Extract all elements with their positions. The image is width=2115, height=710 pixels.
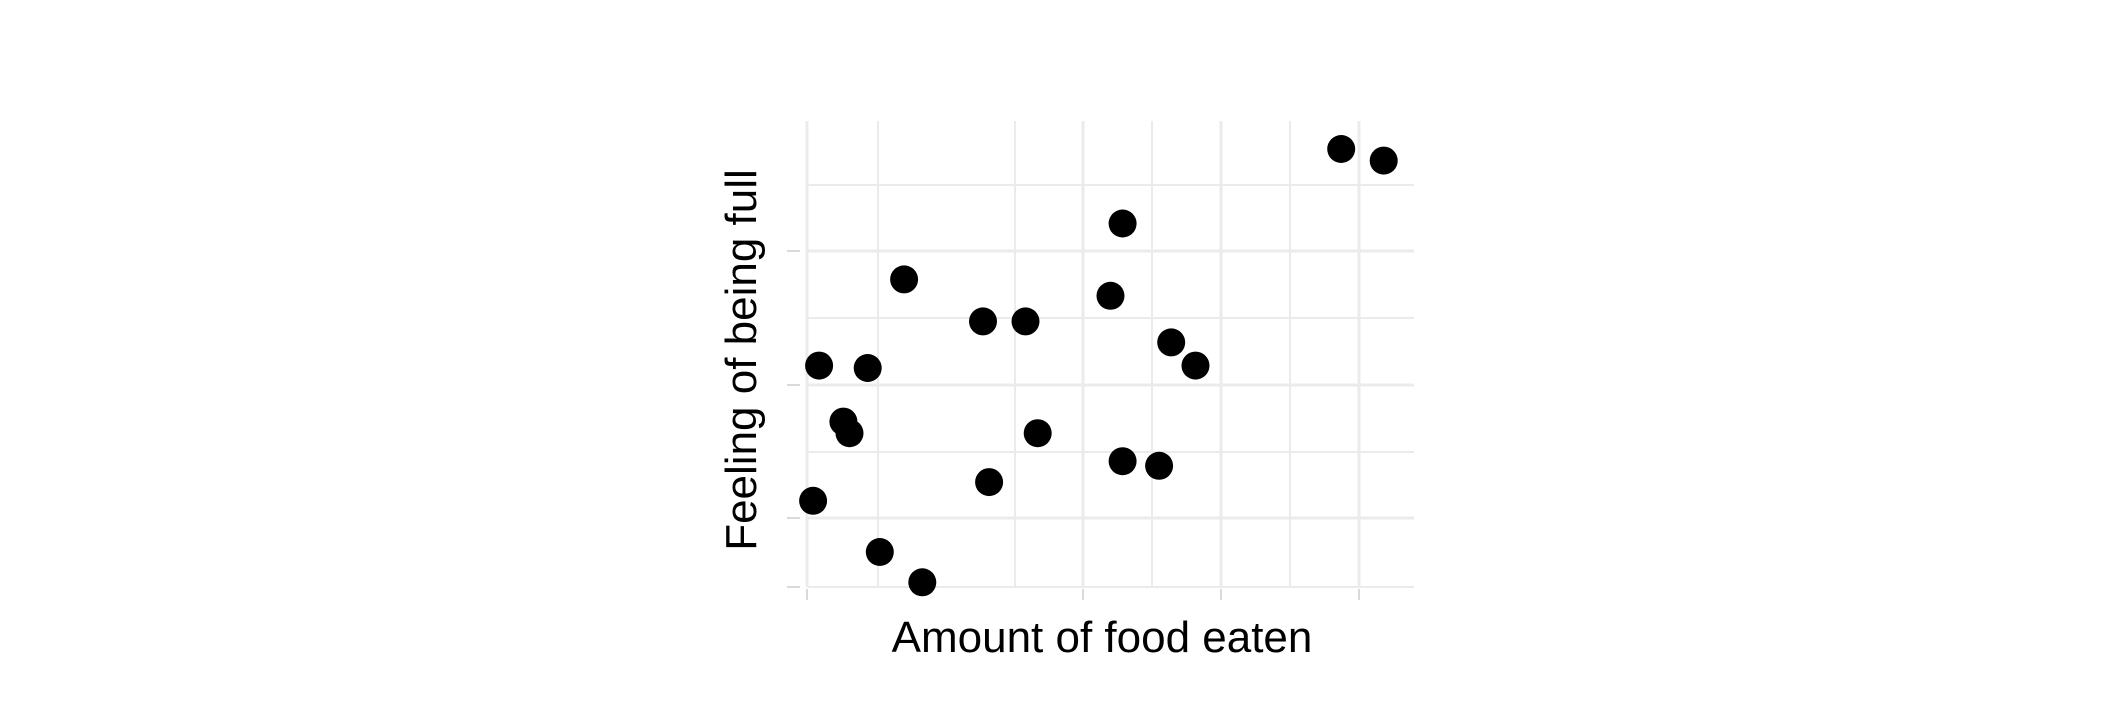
data-point	[975, 468, 1004, 497]
y-axis-label: Feeling of being full	[717, 169, 766, 551]
data-point	[1369, 146, 1398, 175]
x-axis-label: Amount of food eaten	[892, 613, 1313, 662]
data-point	[865, 538, 894, 566]
data-point	[835, 419, 864, 448]
data-point	[890, 265, 919, 294]
data-point	[1023, 419, 1052, 448]
data-point	[1157, 328, 1186, 357]
data-point	[1181, 351, 1210, 380]
data-point	[799, 486, 828, 515]
data-point	[969, 307, 997, 336]
tick-layer	[787, 250, 1360, 600]
data-point	[1011, 307, 1040, 336]
data-point	[805, 351, 834, 380]
data-point	[1108, 209, 1137, 238]
points-layer	[799, 135, 1398, 597]
grid-layer	[805, 121, 1414, 588]
data-point	[1327, 135, 1356, 163]
data-point	[1145, 451, 1174, 480]
data-point	[908, 568, 937, 597]
data-point	[1108, 447, 1137, 476]
data-point	[1096, 281, 1125, 310]
data-point	[853, 354, 882, 382]
